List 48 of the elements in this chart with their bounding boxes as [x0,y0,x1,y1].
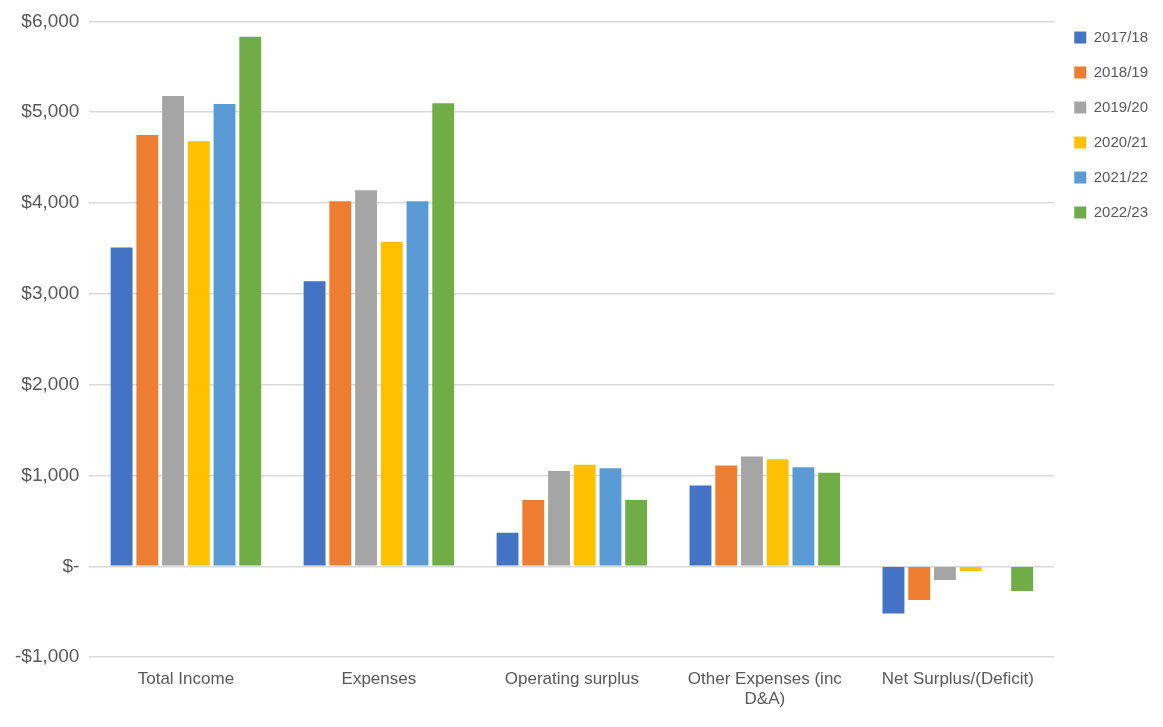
x-tick-label: Net Surplus/(Deficit) [881,669,1034,689]
bar [213,104,236,566]
bar [573,464,596,566]
bar [187,141,210,566]
y-tick-label: $- [62,554,80,576]
bar [110,247,133,566]
bar [522,500,545,566]
bar [1011,567,1034,591]
legend-label: 2020/21 [1093,132,1149,150]
bar [715,465,738,566]
y-tick-label: -$1,000 [14,645,80,667]
bar [355,190,377,566]
y-tick-label: $3,000 [21,282,80,304]
x-tick-label: Other Expenses (inc D&A) [687,669,843,709]
x-tick-label: Operating surplus [504,669,639,689]
bar [934,567,956,580]
y-tick-label: $6,000 [21,9,80,31]
legend-label: 2018/19 [1093,62,1149,80]
bar [959,567,982,571]
bar [329,201,352,566]
bar [818,472,841,566]
bar [908,567,931,600]
y-tick-label: $4,000 [21,191,80,213]
bar [432,103,455,566]
bar [303,281,326,566]
bar [406,201,429,566]
y-tick-label: $5,000 [21,100,80,122]
x-tick-label: Total Income [137,669,235,689]
bar [625,500,648,566]
bar [162,95,184,566]
y-tick-label: $2,000 [21,372,80,394]
bar [882,567,905,614]
bar [599,468,622,566]
legend-label: 2022/23 [1093,202,1149,220]
x-tick-label: Expenses [341,669,417,689]
bar [380,242,403,566]
legend-label: 2021/22 [1093,167,1149,185]
bar [741,456,763,566]
legend-label: 2017/18 [1093,27,1149,45]
bar [136,134,159,566]
bar [496,532,519,566]
bar [766,459,789,566]
legend-label: 2019/20 [1093,97,1149,115]
bar [239,36,262,566]
bar [548,471,570,566]
bar [689,485,712,566]
y-tick-label: $1,000 [21,463,80,485]
bar [792,467,815,566]
